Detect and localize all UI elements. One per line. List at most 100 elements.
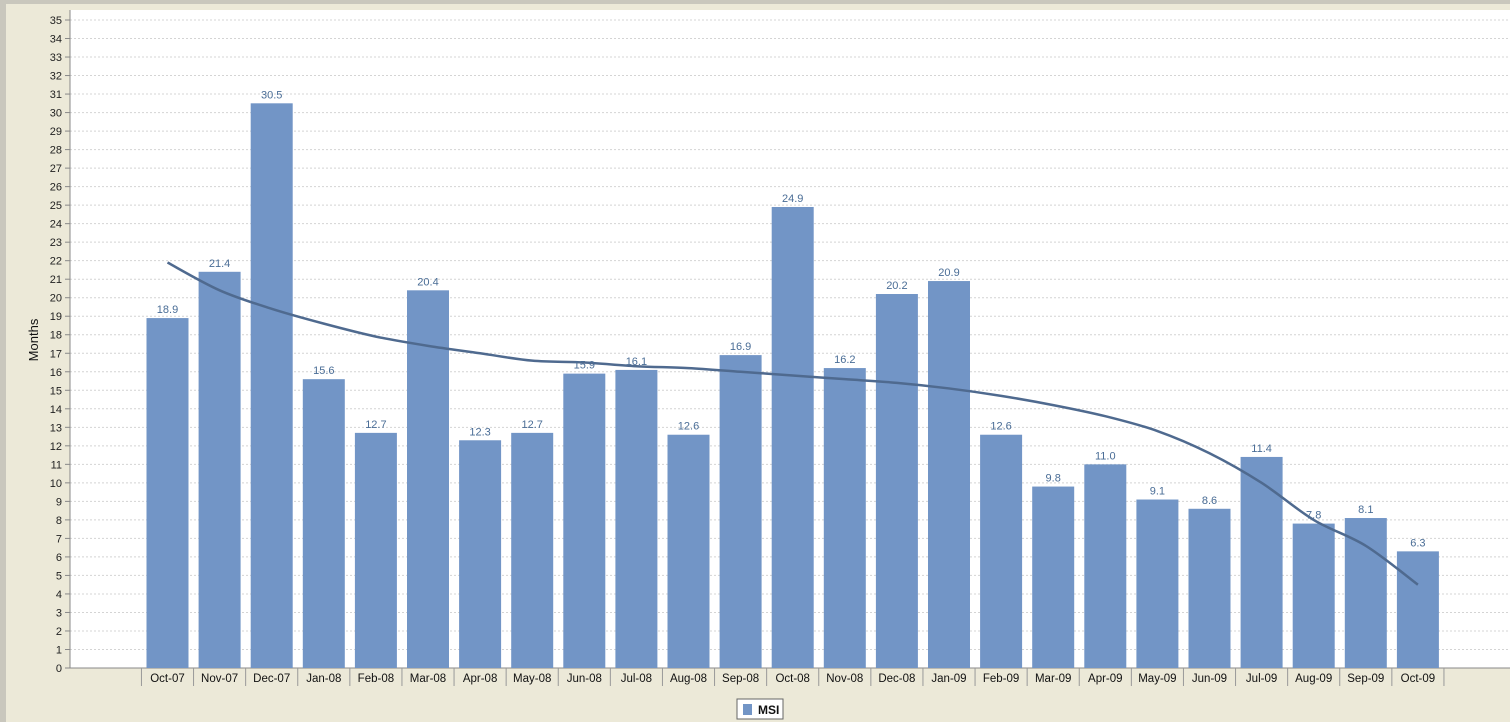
data-label: 24.9 xyxy=(782,193,803,205)
y-tick-label: 5 xyxy=(56,570,62,582)
y-tick-label: 28 xyxy=(50,145,62,157)
legend: MSI xyxy=(736,698,784,720)
data-label: 20.9 xyxy=(938,267,959,279)
y-tick-label: 15 xyxy=(50,385,62,397)
data-label: 21.4 xyxy=(209,258,230,270)
data-label: 20.2 xyxy=(886,280,907,292)
data-label: 20.4 xyxy=(417,276,438,288)
trend-line xyxy=(166,261,1419,586)
y-tick-label: 31 xyxy=(50,89,62,101)
y-tick-label: 19 xyxy=(50,311,62,323)
data-label: 30.5 xyxy=(261,89,282,101)
y-tick-label: 14 xyxy=(50,404,62,416)
y-tick-label: 8 xyxy=(56,515,62,527)
legend-swatch xyxy=(743,704,752,715)
x-tick-label: May-08 xyxy=(513,673,551,685)
x-tick-label: Sep-09 xyxy=(1347,673,1384,685)
bar-feb-08 xyxy=(354,432,397,668)
bar-aug-08 xyxy=(667,434,710,668)
trend-line-series xyxy=(166,261,1419,586)
bar-jul-09 xyxy=(1240,456,1283,668)
x-tick-label: Jun-09 xyxy=(1192,673,1227,685)
x-tick-label: Nov-07 xyxy=(201,673,238,685)
bar-oct-08 xyxy=(771,206,814,668)
x-tick-label: Feb-08 xyxy=(358,673,394,685)
y-tick-label: 20 xyxy=(50,293,62,305)
y-tick-label: 17 xyxy=(50,348,62,360)
bar-sep-09 xyxy=(1344,518,1387,668)
data-label: 7.8 xyxy=(1306,510,1321,522)
y-tick-label: 2 xyxy=(56,626,62,638)
bar-dec-07 xyxy=(250,103,293,669)
data-label: 12.7 xyxy=(365,419,386,431)
y-tick-label: 29 xyxy=(50,126,62,138)
bar-aug-09 xyxy=(1292,523,1335,668)
x-tick-label: Dec-07 xyxy=(253,673,290,685)
bar-jun-09 xyxy=(1188,508,1231,668)
x-tick-label: May-09 xyxy=(1138,673,1176,685)
x-tick-label: Aug-09 xyxy=(1295,673,1332,685)
bar-series xyxy=(146,103,1439,669)
y-tick-label: 26 xyxy=(50,182,62,194)
data-label: 11.4 xyxy=(1251,443,1272,455)
data-label: 12.3 xyxy=(469,426,490,438)
y-tick-label: 25 xyxy=(50,200,62,212)
y-tick-label: 30 xyxy=(50,108,62,120)
y-tick-label: 16 xyxy=(50,367,62,379)
legend-label-msi: MSI xyxy=(758,703,779,717)
y-tick-label: 13 xyxy=(50,422,62,434)
x-tick-label: Apr-08 xyxy=(463,673,498,685)
x-tick-label: Jan-08 xyxy=(306,673,341,685)
y-tick-label: 24 xyxy=(50,219,62,231)
data-label: 12.6 xyxy=(678,421,699,433)
bar-mar-08 xyxy=(407,290,449,668)
x-tick-label: Jan-09 xyxy=(931,673,966,685)
y-tick-label: 21 xyxy=(50,274,62,286)
y-tick-label: 18 xyxy=(50,330,62,342)
y-tick-label: 22 xyxy=(50,256,62,268)
bar-jul-08 xyxy=(615,369,658,668)
y-tick-label: 34 xyxy=(50,34,62,46)
x-tick-label: Apr-09 xyxy=(1088,673,1123,685)
data-label: 6.3 xyxy=(1410,537,1425,549)
y-tick-label: 0 xyxy=(56,663,62,675)
data-label: 18.9 xyxy=(157,304,178,316)
data-label: 11.0 xyxy=(1095,450,1116,462)
y-tick-label: 10 xyxy=(50,478,62,490)
y-tick-label: 35 xyxy=(50,15,62,27)
x-axis: Oct-07 Nov-07 Dec-07 Jan-08 Feb-08 Mar-08 Apr-… xyxy=(140,668,1445,686)
x-tick-label: Sep-08 xyxy=(722,673,759,685)
x-tick-label: Jun-08 xyxy=(567,673,602,685)
x-tick-label: Jul-08 xyxy=(621,673,652,685)
x-tick-label: Aug-08 xyxy=(670,673,707,685)
x-tick-label: Dec-08 xyxy=(878,673,915,685)
y-axis-title: Months xyxy=(26,318,41,361)
y-tick-label: 11 xyxy=(51,459,62,471)
data-label: 15.6 xyxy=(313,365,334,377)
bar-jan-08 xyxy=(302,379,345,668)
x-tick-label: Oct-09 xyxy=(1401,673,1436,685)
bar-oct-09 xyxy=(1396,551,1439,668)
x-tick-label: Jul-09 xyxy=(1246,673,1277,685)
bar-mar-09 xyxy=(1032,486,1075,668)
bar-dec-08 xyxy=(875,294,918,668)
data-label: 8.6 xyxy=(1202,495,1217,507)
bar-may-09 xyxy=(1136,499,1179,668)
y-tick-label: 32 xyxy=(50,71,62,83)
data-label: 16.2 xyxy=(834,354,855,366)
data-label: 8.1 xyxy=(1358,504,1373,516)
x-tick-label: Mar-09 xyxy=(1035,673,1071,685)
bar-apr-09 xyxy=(1084,464,1127,668)
x-tick-label: Mar-08 xyxy=(410,673,446,685)
bar-may-08 xyxy=(511,432,554,668)
bar-nov-08 xyxy=(823,368,866,668)
y-tick-label: 1 xyxy=(56,644,62,656)
data-label: 9.1 xyxy=(1150,486,1165,498)
y-tick-label: 6 xyxy=(56,552,62,564)
bar-sep-08 xyxy=(719,355,762,668)
y-tick-label: 9 xyxy=(56,496,62,508)
data-label: 9.8 xyxy=(1046,473,1061,485)
data-label: 12.6 xyxy=(990,421,1011,433)
bar-apr-08 xyxy=(459,440,502,668)
